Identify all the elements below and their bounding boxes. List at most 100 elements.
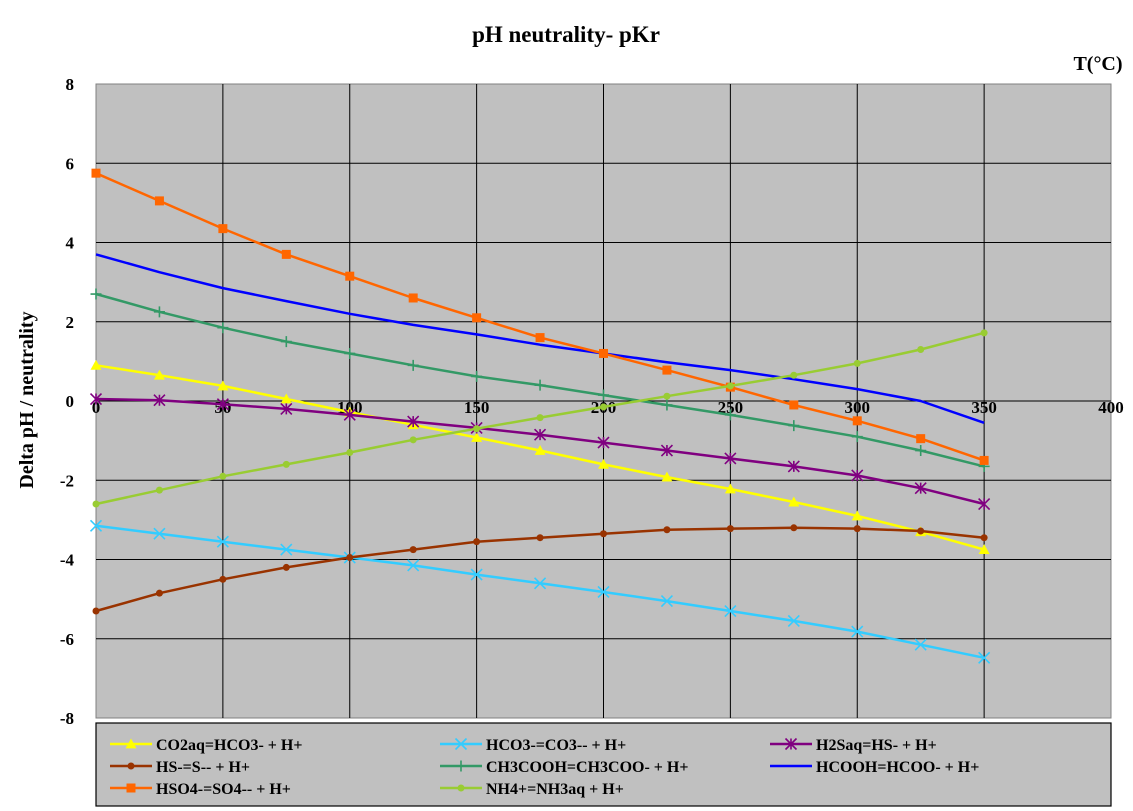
- legend-marker: [127, 762, 135, 770]
- data-point: [90, 359, 102, 370]
- data-point: [216, 535, 229, 548]
- data-point: [407, 415, 420, 428]
- data-point: [789, 400, 799, 410]
- y-tick-label: 0: [66, 392, 75, 411]
- data-point: [790, 524, 798, 532]
- data-point: [473, 425, 481, 433]
- data-point: [599, 348, 608, 358]
- data-point: [89, 392, 103, 406]
- data-point: [978, 651, 991, 664]
- data-point: [218, 224, 228, 234]
- data-point: [851, 469, 864, 482]
- data-point: [724, 452, 737, 465]
- data-point: [914, 638, 927, 651]
- series-group: [92, 524, 988, 615]
- data-point: [597, 585, 610, 599]
- data-point: [978, 544, 990, 554]
- data-point: [660, 444, 674, 457]
- legend-label: HS-=S-- + H+: [156, 759, 250, 776]
- data-point: [788, 420, 800, 432]
- data-point: [217, 322, 229, 334]
- series-group: [95, 253, 985, 424]
- data-point: [407, 359, 419, 371]
- series-group: [91, 168, 989, 465]
- legend: [95, 722, 1112, 807]
- x-tick-label: 400: [1098, 398, 1124, 417]
- data-point: [153, 306, 165, 318]
- legend-marker: [125, 738, 137, 749]
- legend-label: CH3COOH=CH3COO- + H+: [486, 759, 688, 776]
- x-tick-label: 150: [464, 398, 490, 417]
- data-point: [536, 414, 544, 422]
- y-tick-label: -4: [60, 551, 75, 570]
- data-point: [600, 403, 607, 411]
- series-group: [92, 329, 988, 508]
- y-tick-label: -8: [60, 709, 74, 728]
- data-point: [600, 530, 607, 538]
- data-point: [282, 563, 290, 571]
- data-point: [787, 614, 800, 627]
- legend-item: CH3COOH=CH3COO- + H+: [440, 759, 688, 776]
- legend-marker: [454, 737, 468, 751]
- data-point: [155, 486, 163, 494]
- y-axis-title: Delta pH / neutrality: [16, 311, 38, 488]
- data-point: [979, 455, 989, 465]
- data-point: [790, 371, 798, 379]
- data-point: [663, 526, 671, 534]
- x-axis-title: T(°C): [1073, 53, 1122, 75]
- data-point: [407, 559, 420, 572]
- data-point: [980, 329, 988, 337]
- data-point: [917, 345, 925, 353]
- data-point: [533, 577, 547, 590]
- data-point: [92, 607, 100, 615]
- data-point: [219, 575, 227, 583]
- legend-item: H2Saq=HS- + H+: [770, 737, 937, 754]
- x-tick-label: 0: [92, 398, 101, 417]
- y-tick-label: 6: [66, 154, 75, 173]
- legend-label: NH4+=NH3aq + H+: [486, 781, 624, 798]
- data-point: [914, 482, 927, 495]
- y-tick-label: 2: [66, 313, 75, 332]
- data-point: [851, 431, 863, 443]
- data-point: [535, 333, 545, 343]
- data-point: [219, 472, 227, 480]
- data-point: [217, 380, 229, 391]
- legend-item: HSO4-=SO4-- + H+: [110, 781, 291, 798]
- data-point: [473, 538, 481, 546]
- data-point: [853, 359, 861, 367]
- legend-label: H2Saq=HS- + H+: [816, 737, 937, 754]
- data-point: [853, 525, 861, 533]
- data-point: [409, 546, 417, 554]
- legend-label: HCOOH=HCOO- + H+: [816, 759, 979, 776]
- data-point: [345, 271, 355, 281]
- legend-marker: [455, 760, 467, 772]
- data-point: [155, 589, 163, 597]
- data-point: [915, 445, 927, 457]
- legend-item: HCO3-=CO3-- + H+: [440, 737, 626, 754]
- data-point: [90, 288, 102, 300]
- data-point: [280, 543, 293, 556]
- data-point: [343, 408, 356, 421]
- data-point: [724, 409, 736, 421]
- data-point: [534, 379, 546, 391]
- series-group: [89, 392, 991, 511]
- data-point: [724, 483, 736, 494]
- data-point: [978, 497, 991, 511]
- data-point: [346, 449, 354, 457]
- legend-label: CO2aq=HCO3- + H+: [156, 737, 302, 754]
- data-point: [153, 527, 166, 540]
- data-point: [980, 534, 988, 542]
- x-tick-label: 250: [718, 398, 744, 417]
- data-point: [409, 436, 417, 444]
- data-point: [92, 500, 100, 508]
- legend-label: HCO3-=CO3-- + H+: [486, 737, 626, 754]
- data-point: [153, 369, 165, 380]
- y-tick-label: -2: [60, 471, 74, 490]
- data-point: [598, 389, 609, 401]
- data-point: [472, 313, 482, 323]
- data-point: [534, 445, 546, 455]
- x-tick-label: 350: [971, 398, 997, 417]
- data-point: [536, 534, 544, 542]
- data-point: [89, 519, 103, 532]
- data-point: [726, 382, 734, 390]
